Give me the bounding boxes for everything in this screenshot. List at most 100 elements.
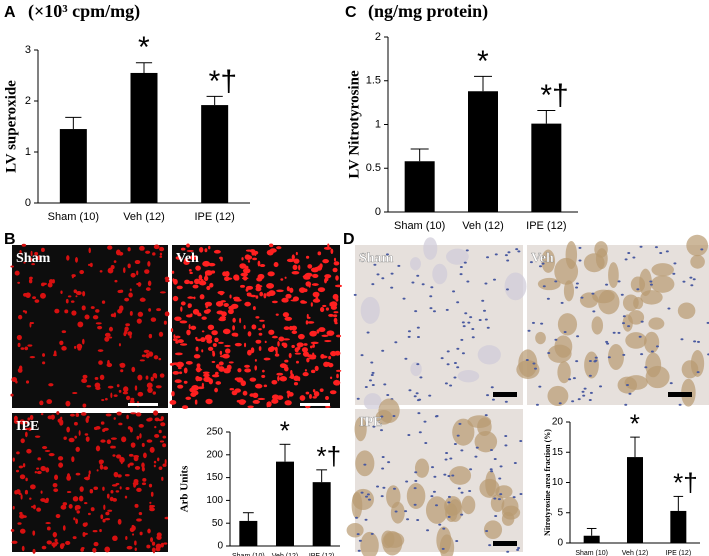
cell <box>180 306 183 312</box>
cell <box>171 270 175 274</box>
panel-label: D <box>343 231 355 248</box>
cell <box>29 356 36 359</box>
cell <box>227 308 234 315</box>
cell <box>10 265 14 268</box>
cell <box>31 262 35 266</box>
cell <box>203 373 210 378</box>
fiber <box>594 241 608 258</box>
nucleus <box>571 400 575 403</box>
cell <box>105 511 110 516</box>
y-axis-label: LV superoxide <box>3 80 19 173</box>
cell <box>148 351 154 357</box>
cell <box>159 246 165 252</box>
cell <box>105 397 108 401</box>
nucleus <box>554 338 558 341</box>
cell <box>19 249 22 255</box>
scale-bar <box>128 403 158 406</box>
cell <box>264 340 267 344</box>
cell <box>189 280 194 285</box>
cell <box>312 396 317 399</box>
cell <box>119 305 124 312</box>
cell <box>223 302 229 308</box>
cell <box>255 316 260 319</box>
cell <box>310 341 319 345</box>
cell <box>133 483 137 488</box>
nucleus <box>385 253 389 256</box>
nucleus <box>640 320 644 323</box>
nucleus <box>628 392 632 395</box>
nucleus <box>575 282 579 285</box>
nucleus <box>469 316 473 319</box>
nucleus <box>407 330 411 333</box>
nucleus <box>456 347 460 350</box>
cell <box>23 293 28 297</box>
cell <box>94 382 101 389</box>
cell <box>71 275 74 279</box>
x-tick-label: Sham (10) <box>48 211 99 223</box>
cell <box>34 470 38 474</box>
x-tick-label: IPE (12) <box>665 550 691 556</box>
cell <box>154 417 160 422</box>
cell <box>117 518 122 525</box>
cell <box>98 360 103 365</box>
cell <box>158 357 162 361</box>
cell <box>100 514 104 520</box>
nucleus <box>538 265 542 268</box>
scale-bar <box>493 541 517 546</box>
cell <box>195 338 202 342</box>
fiber <box>608 262 619 288</box>
significance-marker: * <box>280 415 290 445</box>
cell <box>332 293 339 300</box>
cell <box>217 341 224 344</box>
nucleus <box>468 489 472 492</box>
cell <box>77 321 84 328</box>
cell <box>169 400 177 405</box>
cell <box>149 507 155 512</box>
nucleus <box>392 487 396 490</box>
cell <box>11 540 18 544</box>
cell <box>139 297 146 302</box>
nucleus <box>453 361 457 364</box>
cell <box>82 374 88 379</box>
cell <box>296 342 304 348</box>
cell <box>84 532 88 535</box>
nucleus <box>624 403 628 406</box>
cell <box>252 257 258 261</box>
nucleus <box>414 479 418 482</box>
cell <box>70 300 75 303</box>
cell <box>187 296 195 299</box>
cell <box>325 307 330 311</box>
nucleus <box>371 383 375 386</box>
cell <box>40 490 43 494</box>
nucleus <box>599 385 603 388</box>
cell <box>88 470 91 475</box>
nucleus <box>622 322 626 325</box>
cell <box>160 542 164 548</box>
y-tick-label: 20 <box>552 417 564 428</box>
cell <box>100 421 105 425</box>
cell <box>108 326 113 332</box>
cell <box>155 385 162 389</box>
fiber <box>690 350 705 377</box>
nucleus <box>475 446 479 449</box>
cell <box>336 373 339 379</box>
cell <box>276 289 284 293</box>
fiber <box>644 331 660 354</box>
nucleus <box>519 493 523 496</box>
cell <box>252 392 259 399</box>
cell <box>72 496 79 502</box>
cell <box>19 528 26 534</box>
cell <box>300 300 306 304</box>
cell <box>29 414 34 421</box>
cell <box>145 375 149 380</box>
cell <box>107 245 113 250</box>
cell <box>308 357 316 360</box>
cell <box>11 376 18 383</box>
fiber <box>360 531 379 556</box>
cell <box>182 343 187 346</box>
nucleus <box>506 550 510 553</box>
fiber <box>640 290 663 305</box>
nucleus <box>617 280 621 283</box>
cell <box>177 384 184 389</box>
cell <box>110 313 115 318</box>
